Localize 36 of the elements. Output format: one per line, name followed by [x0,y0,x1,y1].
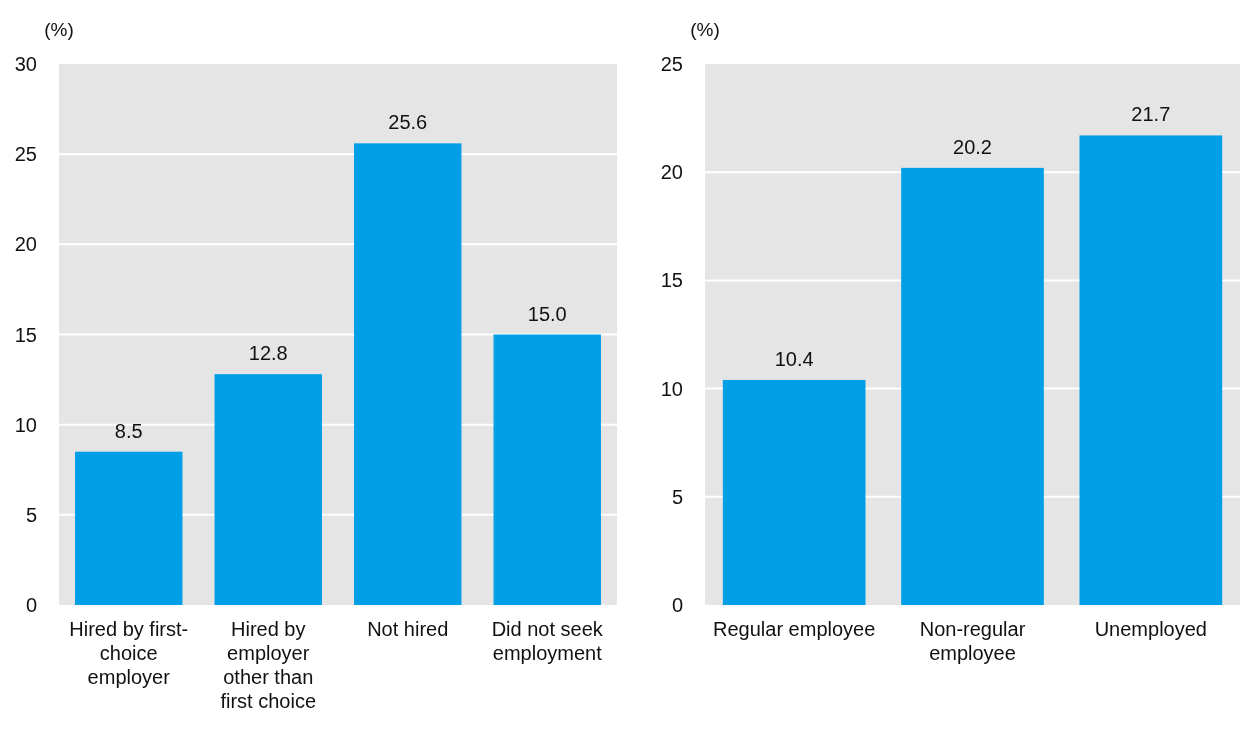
y-tick-label: 20 [14,233,37,256]
y-axis-title: (%) [44,19,74,40]
x-tick-label: Regular employee [713,618,876,640]
y-tick-label: 10 [660,377,683,400]
y-axis-title: (%) [690,19,720,40]
y-tick-label: 5 [25,503,37,526]
y-tick-label: 0 [671,594,683,616]
y-tick-label: 25 [660,53,683,75]
bar [901,167,1044,605]
data-label: 12.8 [248,342,288,365]
x-tick-label: Non-regular employee [919,618,1026,664]
data-label: 8.5 [114,419,143,442]
y-tick-label: 10 [14,413,37,436]
bar [214,374,322,605]
bar [75,451,183,605]
y-tick-label: 15 [14,323,37,346]
x-tick-label: Unemployed [1094,618,1207,640]
y-tick-label: 5 [671,485,683,508]
data-label: 25.6 [388,111,428,134]
bar [493,334,601,605]
y-tick-label: 25 [14,143,37,166]
y-tick-label: 30 [14,53,37,75]
bar [354,143,462,605]
data-label: 20.2 [953,135,992,158]
x-tick-label: Not hired [367,618,449,640]
bar [1079,135,1223,605]
x-tick-label: Did not seek employment [491,618,604,664]
bar [722,379,866,605]
x-tick-label: Hired by employer other than first choice [220,618,317,712]
y-tick-label: 20 [660,161,683,184]
y-tick-label: 0 [25,594,37,616]
y-tick-label: 15 [660,269,683,292]
data-label: 21.7 [1131,103,1171,126]
data-label: 15.0 [527,302,567,325]
x-tick-label: Hired by first-choice employer [69,618,189,688]
data-label: 10.4 [774,347,814,370]
